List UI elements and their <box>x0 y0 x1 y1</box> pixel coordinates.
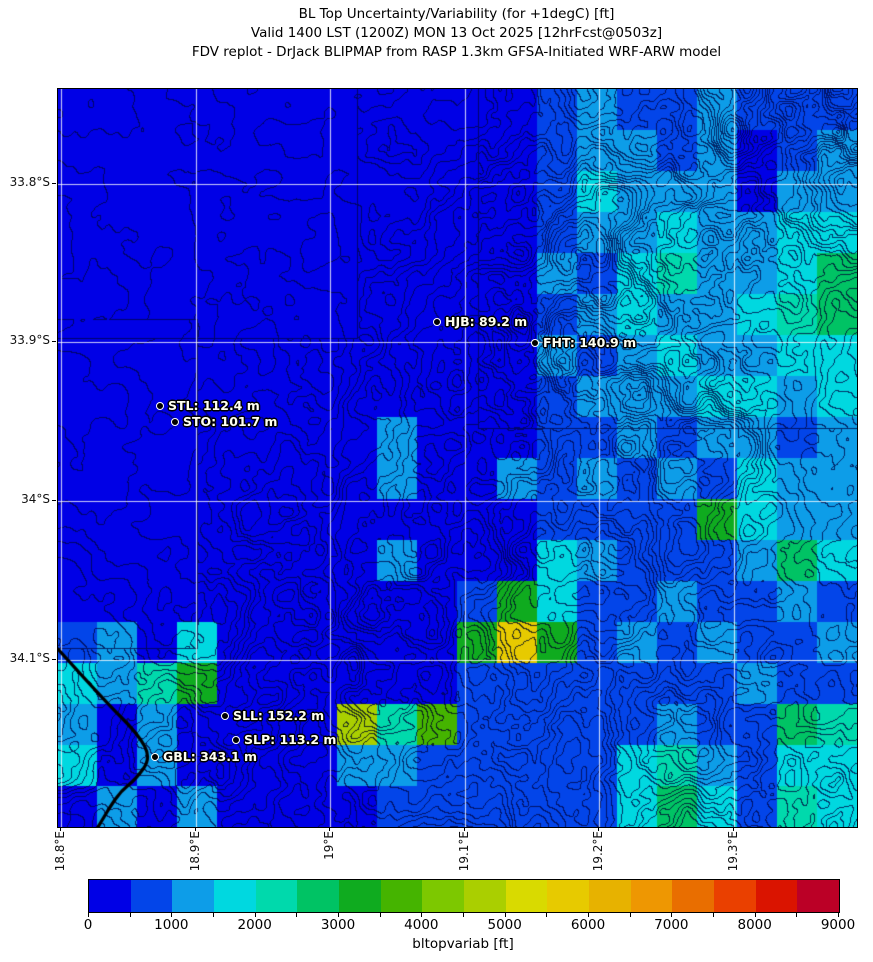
colorbar-segment-8500-9000 <box>797 880 840 912</box>
station-label: GBL: 343.1 m <box>163 749 258 764</box>
lat-tick-label: 33.8°S <box>9 175 50 189</box>
colorbar-segment-1500-2000 <box>214 880 256 912</box>
colorbar-tick-label: 6000 <box>570 917 606 933</box>
colorbar-segment-6500-7000 <box>630 880 673 912</box>
colorbar-segment-2000-2500 <box>255 880 298 912</box>
colorbar-tick-mark <box>671 913 673 917</box>
colorbar-tick-mark <box>754 913 756 917</box>
lon-tick-mark <box>464 827 465 831</box>
station-label: STL: 112.4 m <box>168 398 260 413</box>
colorbar-segment-5500-6000 <box>547 880 590 912</box>
colorbar-tick-mark <box>338 913 339 917</box>
lon-tick-mark <box>329 827 330 831</box>
colorbar-segment-2500-3000 <box>297 880 340 912</box>
lat-tick-label: 34.1°S <box>9 651 50 665</box>
lon-tick-mark <box>733 827 734 831</box>
colorbar-tick-mark <box>129 913 131 917</box>
colorbar-tick-mark <box>629 913 631 917</box>
colorbar-tick-label: 0 <box>83 917 93 933</box>
station-dot-icon <box>221 712 229 720</box>
lon-tick-label-text: 18.8°E <box>53 831 67 872</box>
colorbar-tick-mark <box>379 913 381 917</box>
lon-tick-label-text: 19°E <box>322 831 336 860</box>
lon-tick-label: 18.9°E <box>187 831 203 871</box>
station-label: SLL: 152.2 m <box>233 708 325 723</box>
colorbar-tick-label: 3000 <box>320 917 356 933</box>
colorbar-tick-mark <box>796 913 798 917</box>
colorbar <box>88 879 840 913</box>
lon-tick-label: 19.2°E <box>590 831 606 871</box>
station-dot-icon <box>232 736 240 744</box>
colorbar-tick-mark <box>713 913 714 917</box>
lon-tick-label: 19.3°E <box>725 831 741 871</box>
lon-tick-label-text: 19.1°E <box>457 831 471 872</box>
colorbar-axis-label: bltopvariab [ft] <box>412 936 514 952</box>
lon-tick-label-text: 19.3°E <box>726 831 740 872</box>
station-dot-icon <box>531 339 539 347</box>
lat-tick-label: 34°S <box>21 492 50 506</box>
colorbar-tick-mark <box>254 913 256 917</box>
colorbar-segment-4500-5000 <box>464 880 506 912</box>
colorbar-tick-mark <box>838 913 839 917</box>
colorbar-tick-label: 4000 <box>404 917 439 933</box>
station-dot-icon <box>151 753 159 761</box>
station-label: HJB: 89.2 m <box>445 314 528 329</box>
colorbar-segment-6000-6500 <box>589 880 631 912</box>
colorbar-tick-mark <box>463 913 464 917</box>
lat-tick-mark <box>52 341 56 342</box>
colorbar-segment-4000-4500 <box>422 880 465 912</box>
colorbar-segment-1000-1500 <box>172 880 215 912</box>
colorbar-tick-label: 7000 <box>654 917 689 933</box>
lon-tick-mark <box>598 827 599 831</box>
colorbar-tick-mark <box>171 913 173 917</box>
heatmap-terrain-canvas <box>58 89 857 827</box>
colorbar-segment-3000-3500 <box>339 880 381 912</box>
station-label: FHT: 140.9 m <box>543 335 637 350</box>
colorbar-tick-mark <box>296 913 298 917</box>
lat-tick-mark <box>52 659 56 660</box>
lon-tick-label: 18.8°E <box>52 831 68 871</box>
lon-tick-mark <box>195 827 196 831</box>
colorbar-segment-7000-7500 <box>672 880 715 912</box>
colorbar-tick-mark <box>421 913 423 917</box>
colorbar-tick-label: 5000 <box>487 917 522 933</box>
colorbar-segment-5000-5500 <box>505 880 548 912</box>
map-plot-area: HJB: 89.2 m FHT: 140.9 m STL: 112.4 m STO: … <box>57 88 858 828</box>
lon-tick-label-text: 18.9°E <box>188 831 202 872</box>
plot-title-block: BL Top Uncertainty/Variability (for +1de… <box>57 5 856 62</box>
station-dot-icon <box>156 402 164 410</box>
plot-title-line1: BL Top Uncertainty/Variability (for +1de… <box>298 6 615 22</box>
colorbar-tick-label: 1000 <box>154 917 189 933</box>
station-dot-icon <box>171 418 179 426</box>
lon-tick-mark <box>60 827 61 831</box>
lon-tick-label: 19.1°E <box>456 831 472 871</box>
colorbar-tick-label: 8000 <box>737 917 772 933</box>
station-dot-icon <box>433 318 441 326</box>
colorbar-tick-mark <box>504 913 506 917</box>
lon-tick-label: 19°E <box>321 831 337 860</box>
station-label: STO: 101.7 m <box>183 414 278 429</box>
colorbar-tick-mark <box>213 913 214 917</box>
plot-title-line2: Valid 1400 LST (1200Z) MON 13 Oct 2025 [… <box>250 25 663 41</box>
lat-tick-label: 33.9°S <box>9 333 50 347</box>
colorbar-segment-7500-8000 <box>714 880 756 912</box>
colorbar-tick-mark <box>588 913 589 917</box>
colorbar-segment-8000-8500 <box>755 880 798 912</box>
plot-title-line3: FDV replot - DrJack BLIPMAP from RASP 1.… <box>191 44 722 60</box>
colorbar-tick-label: 2000 <box>237 917 272 933</box>
colorbar-tick-label: 9000 <box>820 917 856 933</box>
colorbar-tick-mark <box>546 913 548 917</box>
colorbar-segment-3500-4000 <box>380 880 423 912</box>
colorbar-segment-0-500 <box>89 880 131 912</box>
station-label: SLP: 113.2 m <box>244 732 337 747</box>
colorbar-segment-500-1000 <box>130 880 173 912</box>
lon-tick-label-text: 19.2°E <box>591 831 605 872</box>
lat-tick-mark <box>52 183 56 184</box>
lat-tick-mark <box>52 500 56 501</box>
colorbar-tick-mark <box>88 913 89 917</box>
